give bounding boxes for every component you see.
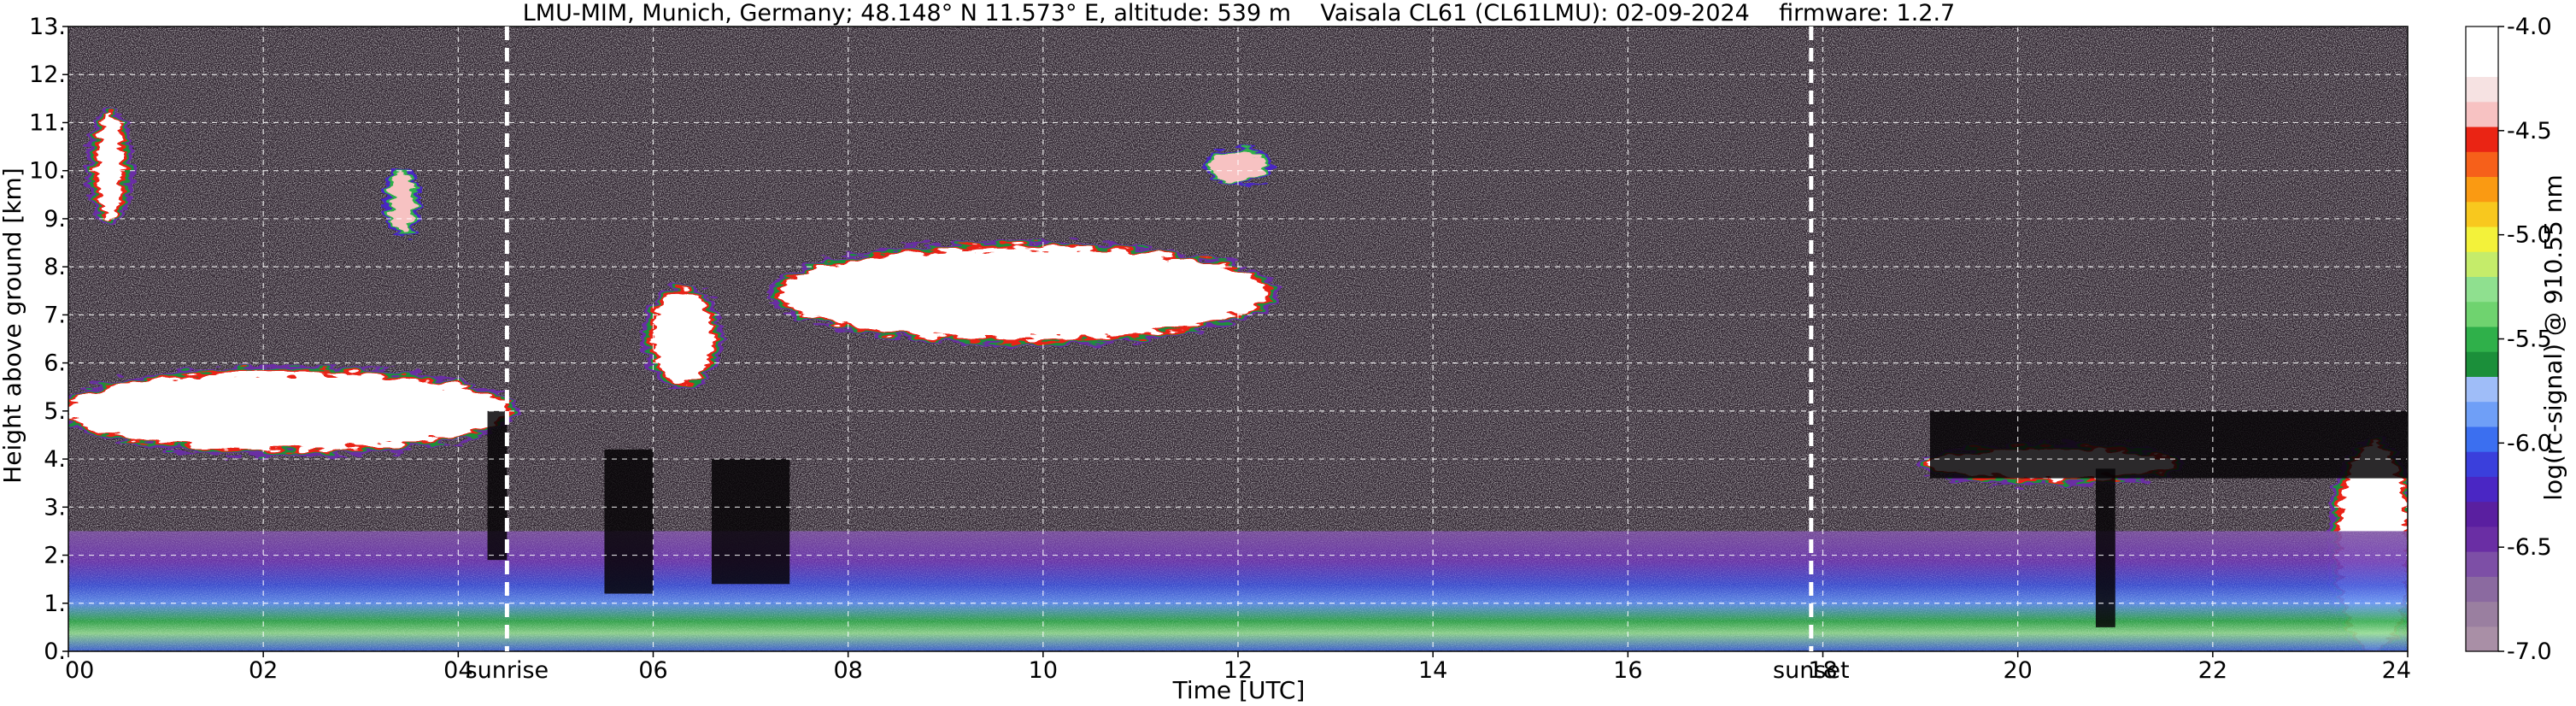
y-axis: 0. 1. 2. 3. 4. 5. 6. 7. 8. 9. 10. 11. 12. 13. [29,14,68,665]
colorbar-tick-label: -6.5 [2507,534,2552,561]
colorbar-swatch [2466,601,2498,627]
y-tick-label: 8. [44,254,66,280]
no-signal-region [711,459,790,585]
y-tick-label: 7. [44,302,66,328]
annotation-label: sunrise [466,657,549,684]
x-tick-label: 24 [2382,657,2411,684]
x-tick-label: 20 [2003,657,2032,684]
colorbar-swatch [2466,501,2498,527]
colorbar-tick-label: -4.0 [2507,14,2552,40]
colorbar-tick-label: -7.0 [2507,638,2552,665]
grid [67,26,2409,652]
colorbar-swatch [2466,76,2498,103]
y-tick-label: 9. [44,206,66,232]
chart-title: LMU-MIM, Munich, Germany; 48.148° N 11.5… [523,0,1956,26]
cloud-feature [767,240,1280,346]
colorbar-swatch [2466,101,2498,127]
colorbar-swatch [2466,401,2498,427]
colorbar-swatch [2466,51,2498,78]
colorbar-tick-label: -5.0 [2507,222,2552,249]
cloud-feature [641,283,724,390]
colorbar-swatch [2466,376,2498,403]
cloud-layer [97,113,122,219]
colorbar-swatch [2466,226,2498,252]
cloud-layer [390,170,414,233]
cloud-feature [85,105,134,227]
colorbar-swatch [2466,176,2498,203]
x-tick-label: 00 [65,657,94,684]
y-tick-label: 5. [44,398,66,425]
colorbar-swatch [2466,26,2498,52]
cloud-feature [68,365,519,457]
x-axis: 00 02 04 06 08 10 12 14 16 18 20 22 24 [65,651,2411,684]
no-signal-region [604,449,654,594]
no-signal-region [2095,468,2115,627]
annotations: sunrise sunset [466,26,1850,684]
y-tick-label: 2. [44,543,66,569]
colorbar-swatch [2466,626,2498,652]
colorbar-tick-label: -5.5 [2507,327,2552,353]
x-tick-label: 02 [249,657,278,684]
y-tick-label: 12. [29,62,66,88]
y-axis-label: Height above ground [km] [0,168,26,484]
colorbar-swatch [2466,526,2498,552]
colorbar-label: log(rc-signal) @ 910.55 nm [2539,174,2567,500]
colorbar-swatch [2466,426,2498,452]
x-tick-label: 14 [1418,657,1447,684]
x-tick-label: 18 [1808,657,1837,684]
colorbar-swatch [2466,151,2498,178]
x-tick-label: 08 [833,657,862,684]
y-tick-label: 6. [44,350,66,377]
y-tick-label: 13. [29,14,66,40]
annotation-label: sunset [1773,657,1850,684]
x-tick-label: 12 [1223,657,1253,684]
x-axis-label: Time [UTC] [1172,676,1306,704]
y-tick-label: 4. [44,446,66,473]
x-tick-label: 22 [2198,657,2227,684]
colorbar-tick-label: -4.5 [2507,118,2552,144]
colorbar-swatch [2466,126,2498,152]
colorbar-swatch [2466,576,2498,603]
colorbar-swatch [2466,551,2498,577]
no-signal-region [1929,410,2408,479]
colorbar-swatch [2466,201,2498,227]
colorbar-swatch [2466,451,2498,477]
cloud-feature [1201,147,1275,185]
cloud-feature [383,166,421,238]
colorbar-swatch [2466,301,2498,327]
colorbar-swatch [2466,251,2498,277]
y-tick-label: 11. [29,109,66,136]
y-tick-label: 3. [44,494,66,521]
y-tick-label: 0. [44,638,66,665]
colorbar-tick-label: -6.0 [2507,430,2552,456]
colorbar-swatch [2466,326,2498,352]
cloud-layer [653,291,712,383]
cloud-layer [1208,151,1268,180]
colorbar-swatch [2466,276,2498,303]
y-tick-label: 1. [44,591,66,617]
x-tick-label: 04 [443,657,472,684]
cloud-layer [779,247,1268,339]
y-tick-label: 10. [29,158,66,185]
x-tick-label: 16 [1613,657,1642,684]
colorbar-swatch [2466,476,2498,503]
colorbar: -4.0 -4.5 -5.0 -5.5 -6.0 -6.5 -7.0 [2465,14,2552,665]
colorbar-swatch [2466,351,2498,377]
no-signal-region [487,410,508,561]
x-tick-label: 10 [1029,657,1058,684]
x-tick-label: 06 [638,657,667,684]
